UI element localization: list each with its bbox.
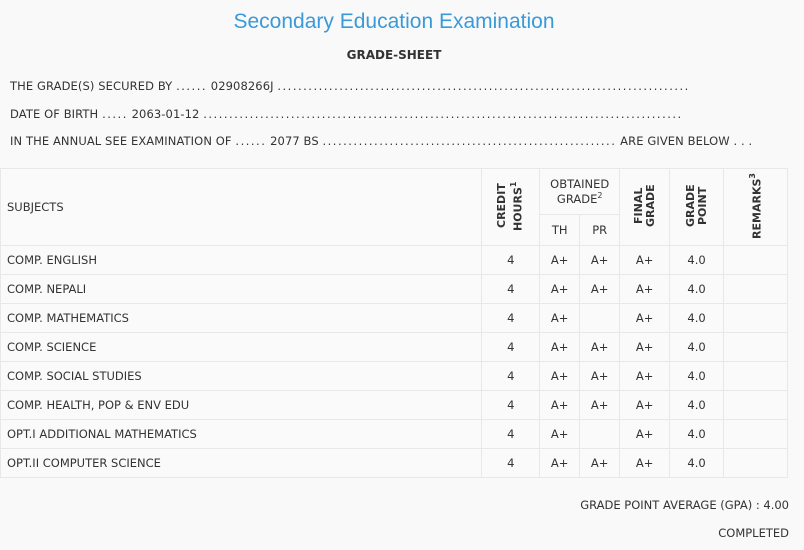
secured-by-lead-dots: ...... <box>176 79 208 93</box>
remarks-cell <box>723 274 788 304</box>
credit-cell: 4 <box>481 448 541 478</box>
credit-cell: 4 <box>481 332 541 362</box>
credit-cell: 4 <box>481 361 541 391</box>
header-th: TH <box>539 214 581 246</box>
th-grade-cell: A+ <box>539 448 581 478</box>
secured-by-label: THE GRADE(S) SECURED BY <box>10 79 173 93</box>
subject-cell: COMP. NEPALI <box>0 274 483 304</box>
remarks-cell <box>723 245 788 275</box>
dob-lead-dots: ..... <box>102 107 128 121</box>
subject-cell: COMP. SCIENCE <box>0 332 483 362</box>
th-grade-cell: A+ <box>539 245 581 275</box>
credit-cell: 4 <box>481 245 541 275</box>
grade-point-cell: 4.0 <box>669 448 725 478</box>
remarks-cell <box>723 419 788 449</box>
table-row: COMP. HEALTH, POP & ENV EDU 4 A+ A+ A+ 4… <box>0 390 788 420</box>
result-status: COMPLETED <box>718 526 789 540</box>
subject-cell: OPT.II COMPUTER SCIENCE <box>0 448 483 478</box>
grades-table: SUBJECTS CREDIT HOURS1 OBTAINED GRADE2 F… <box>0 168 788 478</box>
table-row: OPT.II COMPUTER SCIENCE 4 A+ A+ A+ 4.0 <box>0 448 788 478</box>
credit-cell: 4 <box>481 303 541 333</box>
page-title: Secondary Education Examination <box>233 10 555 33</box>
symbol-number: 02908266J <box>210 79 274 93</box>
final-grade-cell: A+ <box>619 303 671 333</box>
grade-point-cell: 4.0 <box>669 390 725 420</box>
credit-cell: 4 <box>481 274 541 304</box>
pr-grade-cell: A+ <box>579 448 621 478</box>
secured-by-trail-dots: ........................................… <box>277 79 690 93</box>
th-grade-cell: A+ <box>539 332 581 362</box>
header-remarks: REMARKS3 <box>723 168 788 246</box>
header-obtained-grade: OBTAINED GRADE2 <box>539 168 621 215</box>
exam-lead-dots: ...... <box>235 134 267 148</box>
exam-mid-dots: ........................................… <box>322 134 617 148</box>
final-grade-cell: A+ <box>619 245 671 275</box>
header-pr: PR <box>579 214 621 246</box>
exam-tail: ARE GIVEN BELOW . . . <box>620 134 753 148</box>
final-grade-cell: A+ <box>619 332 671 362</box>
table-row: COMP. SOCIAL STUDIES 4 A+ A+ A+ 4.0 <box>0 361 788 391</box>
remarks-cell <box>723 390 788 420</box>
credit-cell: 4 <box>481 390 541 420</box>
pr-grade-cell <box>579 303 621 333</box>
th-grade-cell: A+ <box>539 361 581 391</box>
remarks-cell <box>723 303 788 333</box>
grade-sheet-heading: GRADE-SHEET <box>346 48 442 62</box>
dob-trail-dots: ........................................… <box>203 107 683 121</box>
grade-point-cell: 4.0 <box>669 245 725 275</box>
th-grade-cell: A+ <box>539 303 581 333</box>
remarks-cell <box>723 448 788 478</box>
credit-cell: 4 <box>481 419 541 449</box>
final-grade-cell: A+ <box>619 448 671 478</box>
dob-label: DATE OF BIRTH <box>10 107 99 121</box>
pr-grade-cell <box>579 419 621 449</box>
gpa-summary: GRADE POINT AVERAGE (GPA) : 4.00 <box>580 498 789 512</box>
final-grade-cell: A+ <box>619 419 671 449</box>
grade-point-cell: 4.0 <box>669 303 725 333</box>
table-row: COMP. ENGLISH 4 A+ A+ A+ 4.0 <box>0 245 788 275</box>
pr-grade-cell: A+ <box>579 332 621 362</box>
subject-cell: COMP. SOCIAL STUDIES <box>0 361 483 391</box>
gpa-value: 4.00 <box>763 498 789 512</box>
th-grade-cell: A+ <box>539 274 581 304</box>
info-line-exam: IN THE ANNUAL SEE EXAMINATION OF ...... … <box>10 134 752 148</box>
grade-point-cell: 4.0 <box>669 419 725 449</box>
table-row: COMP. SCIENCE 4 A+ A+ A+ 4.0 <box>0 332 788 362</box>
subject-cell: COMP. ENGLISH <box>0 245 483 275</box>
gpa-label: GRADE POINT AVERAGE (GPA) : <box>580 498 760 512</box>
remarks-cell <box>723 361 788 391</box>
final-grade-cell: A+ <box>619 361 671 391</box>
table-row: COMP. NEPALI 4 A+ A+ A+ 4.0 <box>0 274 788 304</box>
th-grade-cell: A+ <box>539 390 581 420</box>
header-final-grade: FINAL GRADE <box>619 168 671 246</box>
header-credit-hours: CREDIT HOURS1 <box>481 168 541 246</box>
remarks-cell <box>723 332 788 362</box>
exam-label: IN THE ANNUAL SEE EXAMINATION OF <box>10 134 232 148</box>
grade-point-cell: 4.0 <box>669 274 725 304</box>
info-line-secured-by: THE GRADE(S) SECURED BY ...... 02908266J… <box>10 79 690 93</box>
final-grade-cell: A+ <box>619 274 671 304</box>
pr-grade-cell: A+ <box>579 390 621 420</box>
table-row: OPT.I ADDITIONAL MATHEMATICS 4 A+ A+ 4.0 <box>0 419 788 449</box>
header-grade-point: GRADE POINT <box>669 168 725 246</box>
pr-grade-cell: A+ <box>579 361 621 391</box>
table-row: COMP. MATHEMATICS 4 A+ A+ 4.0 <box>0 303 788 333</box>
final-grade-cell: A+ <box>619 390 671 420</box>
header-subjects: SUBJECTS <box>0 168 483 246</box>
pr-grade-cell: A+ <box>579 245 621 275</box>
grade-point-cell: 4.0 <box>669 361 725 391</box>
subject-cell: COMP. MATHEMATICS <box>0 303 483 333</box>
grade-point-cell: 4.0 <box>669 332 725 362</box>
th-grade-cell: A+ <box>539 419 581 449</box>
dob-value: 2063-01-12 <box>131 107 200 121</box>
info-line-dob: DATE OF BIRTH ..... 2063-01-12 .........… <box>10 107 683 121</box>
subject-cell: OPT.I ADDITIONAL MATHEMATICS <box>0 419 483 449</box>
exam-year: 2077 BS <box>270 134 319 148</box>
subject-cell: COMP. HEALTH, POP & ENV EDU <box>0 390 483 420</box>
pr-grade-cell: A+ <box>579 274 621 304</box>
